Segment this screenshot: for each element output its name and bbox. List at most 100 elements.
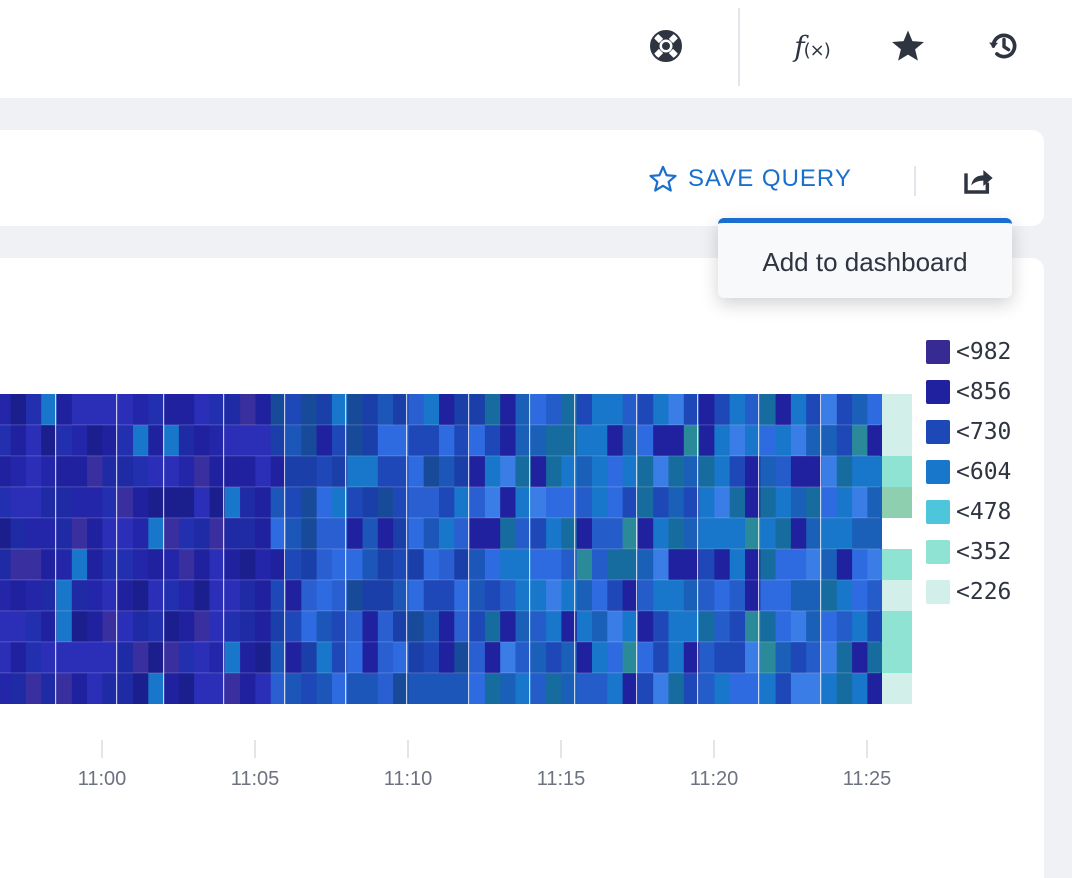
add-to-dashboard-option[interactable]: Add to dashboard — [762, 247, 968, 277]
heatmap-cell — [224, 673, 241, 704]
heatmap-cell — [668, 673, 685, 704]
heatmap-gridline — [0, 455, 880, 457]
save-query-button[interactable]: SAVE QUERY — [648, 164, 852, 194]
heatmap-cell — [41, 580, 57, 611]
heatmap-cell — [178, 456, 195, 487]
heatmap-cell — [102, 611, 119, 642]
heatmap-cell — [393, 580, 409, 611]
heatmap-cell — [745, 580, 761, 611]
heatmap-cell — [821, 425, 838, 456]
heatmap-cell — [637, 394, 654, 425]
heatmap-cell — [331, 425, 348, 456]
heatmap-cell — [316, 425, 333, 456]
heatmap-cell — [454, 549, 471, 580]
heatmap-cell — [301, 611, 318, 642]
heatmap-cell — [71, 673, 88, 704]
heatmap-cell — [867, 580, 884, 611]
heatmap-cell — [102, 673, 119, 704]
heatmap-cell — [622, 642, 639, 673]
heatmap-cell — [209, 642, 226, 673]
heatmap-cell — [286, 642, 302, 673]
heatmap-cell — [133, 394, 149, 425]
heatmap-cell — [775, 487, 792, 518]
heatmap-cell — [729, 394, 746, 425]
heatmap-cell — [592, 487, 608, 518]
heatmap-cell — [867, 518, 884, 549]
heatmap-cell — [286, 518, 302, 549]
legend-item: <982 — [926, 332, 1011, 372]
heatmap-cell — [408, 456, 425, 487]
heatmap-cell — [148, 425, 165, 456]
star-icon[interactable] — [886, 24, 930, 68]
heatmap-cell — [0, 642, 12, 673]
heatmap-cell — [592, 642, 608, 673]
heatmap-cell — [500, 673, 516, 704]
heatmap-cell — [209, 394, 226, 425]
heatmap-cell — [393, 611, 409, 642]
heatmap-cell — [270, 580, 287, 611]
heatmap-cell — [561, 456, 578, 487]
heatmap-cell — [316, 456, 333, 487]
heatmap-cell — [209, 456, 226, 487]
heatmap-cell — [102, 425, 119, 456]
heatmap-cell — [148, 673, 165, 704]
heatmap-cell — [637, 487, 654, 518]
heatmap-cell — [117, 518, 134, 549]
heatmap-cell — [607, 456, 624, 487]
heatmap-cell — [102, 394, 119, 425]
heatmap-cell — [194, 394, 210, 425]
heatmap-cell — [530, 425, 547, 456]
heatmap-plot — [0, 394, 912, 704]
heatmap-cell — [790, 518, 807, 549]
heatmap-cell — [362, 642, 379, 673]
heatmap-cell — [515, 394, 532, 425]
heatmap-cell — [821, 456, 838, 487]
heatmap-cell — [331, 456, 348, 487]
heatmap-cell — [10, 580, 27, 611]
heatmap-cell — [56, 611, 73, 642]
heatmap-cell — [270, 549, 287, 580]
heatmap-cell — [775, 425, 792, 456]
heatmap-cell — [331, 642, 348, 673]
heatmap-cell — [316, 611, 333, 642]
heatmap-cell — [87, 425, 103, 456]
heatmap-gridline — [0, 610, 880, 612]
heatmap-cell — [653, 642, 669, 673]
heatmap-cell — [56, 425, 73, 456]
heatmap-cell — [286, 580, 302, 611]
heatmap-cell — [423, 580, 440, 611]
legend-swatch — [926, 340, 950, 364]
heatmap-cell — [163, 456, 180, 487]
heatmap-cell — [25, 673, 42, 704]
heatmap-cell — [224, 580, 241, 611]
heatmap-cell — [454, 518, 471, 549]
heatmap-cell — [622, 487, 639, 518]
legend-label: <982 — [956, 339, 1012, 365]
share-icon[interactable] — [960, 162, 996, 198]
heatmap-cell — [790, 456, 807, 487]
heatmap-cell — [25, 518, 42, 549]
heatmap-cell — [699, 642, 715, 673]
heatmap-cell — [622, 518, 639, 549]
heatmap-cell — [194, 642, 210, 673]
heatmap-cell — [775, 456, 792, 487]
functions-icon[interactable]: f(×) — [786, 24, 838, 68]
heatmap-cell — [546, 425, 562, 456]
history-icon[interactable] — [982, 24, 1026, 68]
heatmap-cell — [10, 642, 27, 673]
help-icon[interactable] — [644, 24, 688, 68]
heatmap-cell — [255, 456, 272, 487]
heatmap-cell — [683, 425, 700, 456]
heatmap-cell — [25, 642, 42, 673]
heatmap-cell — [699, 518, 715, 549]
heatmap-cell — [439, 456, 455, 487]
heatmap-cell — [316, 549, 333, 580]
heatmap-cell — [683, 642, 700, 673]
heatmap-cell — [821, 642, 838, 673]
heatmap-cell — [194, 611, 210, 642]
legend-swatch — [926, 500, 950, 524]
heatmap-cell — [515, 673, 532, 704]
heatmap-cell — [10, 487, 27, 518]
heatmap-cell — [148, 549, 165, 580]
heatmap-cell — [745, 425, 761, 456]
